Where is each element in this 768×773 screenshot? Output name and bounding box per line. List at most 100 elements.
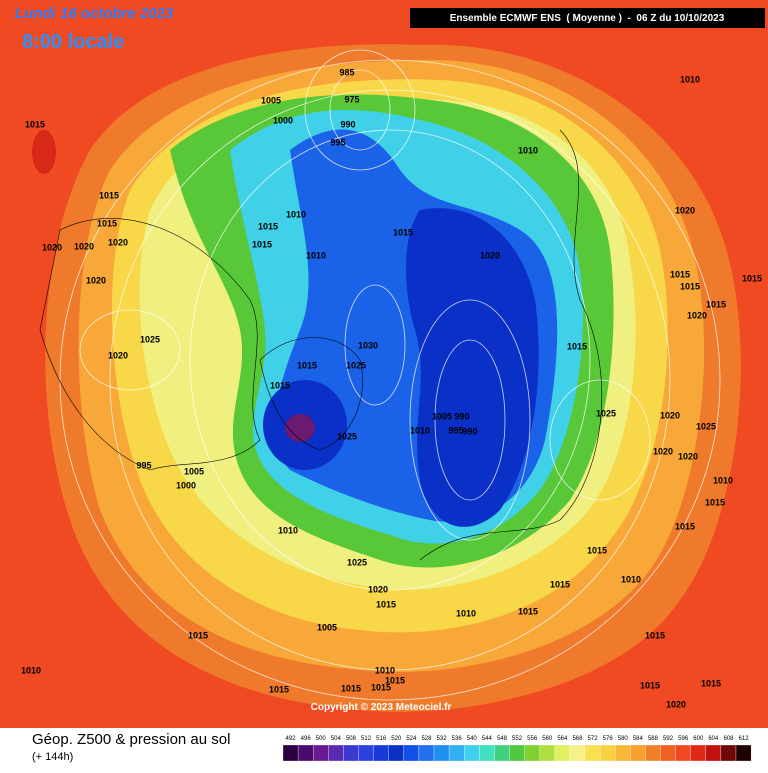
- colorbar-label: 580: [618, 736, 629, 742]
- isobar-label: 1010: [621, 574, 641, 584]
- colorbar-swatch: [388, 744, 404, 762]
- colorbar-label: 496: [301, 736, 312, 742]
- isobar-label: 1025: [696, 421, 716, 431]
- isobar-label: 1010: [410, 425, 430, 435]
- isobar-label: 1020: [108, 237, 128, 247]
- isobar-label: 1010: [306, 250, 326, 260]
- colorbar-swatch: [282, 744, 299, 762]
- colorbar-label: 596: [678, 736, 689, 742]
- isobar-label: 1025: [346, 360, 366, 370]
- isobar-label: 1015: [705, 497, 725, 507]
- isobar-label: 1015: [376, 599, 396, 609]
- isobar-label: 1020: [687, 310, 707, 320]
- isobar-label: 1010: [713, 475, 733, 485]
- isobar-label: 1020: [678, 451, 698, 461]
- isobar-label: 985: [339, 67, 354, 77]
- isobar-label: 1015: [706, 299, 726, 309]
- colorbar-swatch: [509, 744, 525, 762]
- colorbar-swatch: [645, 744, 661, 762]
- isobar-label: 1010: [21, 665, 41, 675]
- run: Ensemble ECMWF ENS ( Moyenne ) - 06 Z du…: [450, 13, 725, 24]
- isobar-label: 995: [448, 425, 463, 435]
- colorbar-label: 524: [406, 736, 417, 742]
- colorbar-swatch: [554, 744, 571, 762]
- colorbar-swatch: [479, 744, 495, 762]
- isobars: [59, 49, 721, 701]
- isobar-label: 1015: [550, 579, 570, 589]
- isobar-label: 1010: [456, 608, 476, 618]
- isobar-label: 1015: [645, 630, 665, 640]
- isobar-label: 1015: [99, 190, 119, 200]
- colorbar-swatch: [569, 744, 586, 762]
- colorbar-swatch: [313, 744, 329, 762]
- colorbar-swatch: [735, 744, 752, 762]
- isobar-label: 975: [344, 94, 359, 104]
- colorbar-label: 528: [421, 736, 432, 742]
- isobar-label: 1020: [368, 584, 388, 594]
- isobar-label: 1005: [261, 95, 281, 105]
- colorbar-label: 572: [588, 736, 599, 742]
- isobar-label: 1015: [269, 684, 289, 694]
- isobar-label: 1015: [25, 119, 45, 129]
- colorbar-label: 544: [482, 736, 493, 742]
- isobar-label: 1015: [188, 630, 208, 640]
- isobar-label: 1005: [184, 466, 204, 476]
- colorbar-label: 504: [331, 736, 342, 742]
- isobar-label: 1025: [596, 408, 616, 418]
- colorbar: 492 496 500 504 508 512 516 520 524 528 532 536 540 5…: [282, 736, 752, 762]
- isobar-label: 1015: [371, 682, 391, 692]
- isobar-label: 1020: [108, 350, 128, 360]
- colorbar-label: 576: [603, 736, 614, 742]
- isobar-label: 1010: [375, 665, 395, 675]
- isobar-label: 1005: [317, 622, 337, 632]
- colorbar-swatch: [297, 744, 314, 762]
- colorbar-label: 564: [557, 736, 568, 742]
- colorbar-swatch: [494, 744, 510, 762]
- copyright: Copyright © 2023 Meteociel.fr: [311, 702, 452, 713]
- date: Lundi 16 octobre 2023: [15, 5, 174, 22]
- colorbar-swatch: [358, 744, 374, 762]
- isobar-label: 1010: [518, 145, 538, 155]
- run-box: [410, 8, 765, 28]
- colorbar-label: 548: [497, 736, 508, 742]
- colorbar-label: 588: [648, 736, 659, 742]
- colorbar-swatch: [720, 744, 737, 762]
- isobar-label: 1020: [86, 275, 106, 285]
- isobar-label: 1015: [297, 360, 317, 370]
- isobar-label: 990: [462, 426, 477, 436]
- colorbar-label: 500: [316, 736, 327, 742]
- isobar-label: 1010: [680, 74, 700, 84]
- colorbar-label: 560: [542, 736, 553, 742]
- isobar-label: 995: [136, 460, 151, 470]
- footer-title: Géop. Z500 & pression au sol: [32, 731, 230, 748]
- colorbar-swatch: [630, 744, 646, 762]
- isobar-label: 1015: [567, 341, 587, 351]
- isobar-label: 1020: [42, 242, 62, 252]
- isobar-label: 1015: [742, 273, 762, 283]
- isobar-label: 1020: [675, 205, 695, 215]
- isobar-label: 990: [454, 411, 469, 421]
- colorbar-label: 592: [663, 736, 674, 742]
- colorbar-swatch: [599, 744, 616, 762]
- colorbar-swatch: [705, 744, 722, 762]
- isobar-label: 1020: [74, 241, 94, 251]
- isobar-label: 1015: [385, 675, 405, 685]
- colorbar-label: 612: [739, 736, 750, 742]
- isobar-label: 1000: [176, 480, 196, 490]
- colorbar-label: 556: [527, 736, 538, 742]
- colorbar-label: 552: [512, 736, 523, 742]
- isobar-label: 1015: [670, 269, 690, 279]
- colorbar-label: 604: [708, 736, 719, 742]
- colorbar-swatch: [403, 744, 420, 762]
- isobar-label: 1015: [393, 227, 413, 237]
- zone-dark-blue: [405, 208, 539, 527]
- isobar-label: 1020: [653, 446, 673, 456]
- isobar-label: 1010: [286, 209, 306, 219]
- isobar-label: 1015: [640, 680, 660, 690]
- isobar-label: 990: [340, 119, 355, 129]
- zone-purple: [285, 414, 315, 442]
- colorbar-label: 600: [693, 736, 704, 742]
